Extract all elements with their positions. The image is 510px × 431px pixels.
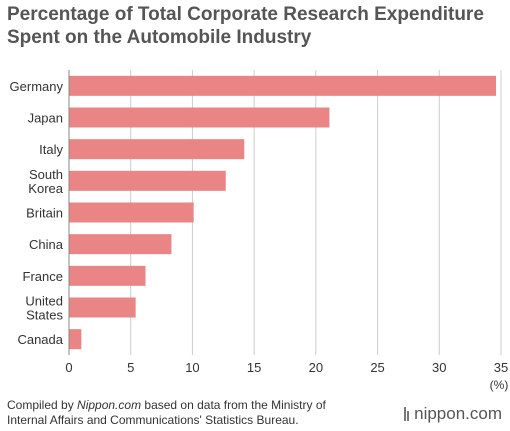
x-tick-label: 10	[185, 360, 199, 375]
category-label: United States	[25, 294, 63, 323]
category-label: France	[23, 269, 63, 284]
bar	[69, 75, 497, 96]
x-tick-label: 5	[127, 360, 134, 375]
category-label: Germany	[10, 79, 64, 94]
category-label: Britain	[26, 206, 63, 221]
bar	[69, 139, 245, 160]
bar	[69, 234, 172, 255]
x-tick-label: 35	[494, 360, 508, 375]
category-label: South Korea	[28, 167, 63, 196]
brand-text: nippon.com	[414, 404, 502, 423]
nippon-mark-icon	[404, 407, 409, 421]
bar	[69, 107, 330, 128]
x-tick-label: 15	[247, 360, 261, 375]
x-tick-label: 30	[432, 360, 446, 375]
bar-chart: 0 5 10 15 20 25 30 35 (%) Germany Japan Italy South K…	[10, 70, 509, 392]
x-tick-label: 0	[65, 360, 72, 375]
title-line-2: Spent on the Automobile Industry	[7, 27, 312, 48]
x-tick-label: 25	[370, 360, 384, 375]
bar	[69, 265, 146, 286]
nippon-logo: nippon.com	[404, 404, 502, 424]
category-label: China	[29, 237, 64, 252]
source-line-2: Internal Affairs and Communications' Sta…	[7, 413, 299, 427]
bar	[69, 202, 194, 223]
x-tick-label: 20	[309, 360, 323, 375]
x-unit-label: (%)	[490, 378, 509, 392]
category-label: Japan	[28, 111, 63, 126]
bar	[69, 170, 226, 191]
category-label: Italy	[39, 142, 63, 157]
source-note: Compiled by Nippon.com based on data fro…	[7, 398, 407, 428]
chart-title: Percentage of Total Corporate Research E…	[7, 3, 507, 49]
category-label: Canada	[17, 332, 63, 347]
bar	[69, 297, 136, 318]
bar	[69, 329, 82, 350]
title-line-1: Percentage of Total Corporate Research E…	[7, 4, 484, 25]
source-site: Nippon.com	[77, 398, 142, 412]
